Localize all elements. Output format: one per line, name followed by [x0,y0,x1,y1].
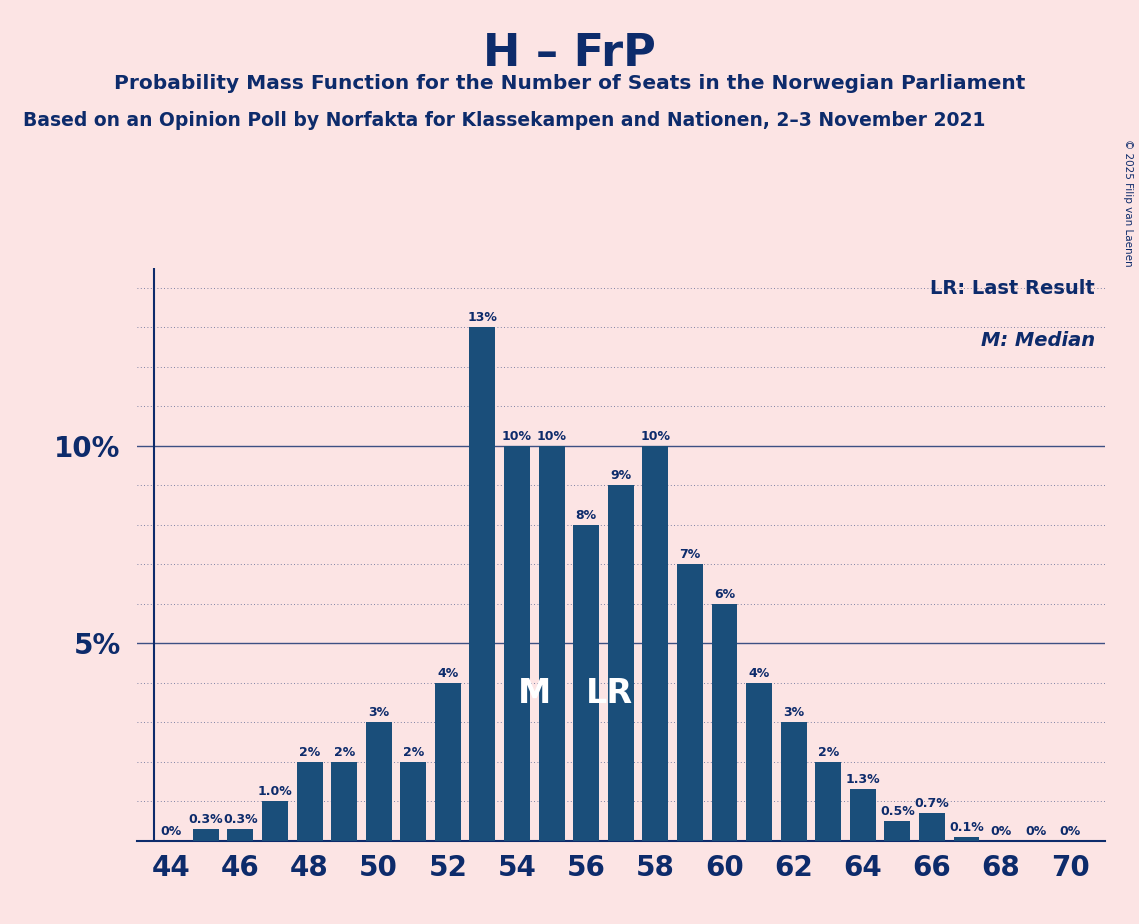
Text: 7%: 7% [679,548,700,561]
Text: 10%: 10% [640,430,671,443]
Text: © 2025 Filip van Laenen: © 2025 Filip van Laenen [1123,139,1133,266]
Bar [435,683,461,841]
Text: LR: Last Result: LR: Last Result [931,279,1095,298]
Text: 2%: 2% [334,746,354,759]
Text: Based on an Opinion Poll by Norfakta for Klassekampen and Nationen, 2–3 November: Based on an Opinion Poll by Norfakta for… [23,111,985,130]
Bar [780,723,806,841]
Text: 0%: 0% [991,825,1011,838]
Text: 0%: 0% [1025,825,1047,838]
Bar [366,723,392,841]
Text: 2%: 2% [298,746,320,759]
Bar [884,821,910,841]
Text: H – FrP: H – FrP [483,32,656,76]
Text: 2%: 2% [403,746,424,759]
Text: 4%: 4% [437,666,459,680]
Text: M: Median: M: Median [981,331,1095,350]
Bar [677,565,703,841]
Bar [296,761,322,841]
Text: 0.7%: 0.7% [915,797,949,810]
Text: Probability Mass Function for the Number of Seats in the Norwegian Parliament: Probability Mass Function for the Number… [114,74,1025,93]
Text: 0.3%: 0.3% [189,813,223,826]
Bar [642,445,669,841]
Bar [712,603,737,841]
Bar [573,525,599,841]
Text: 0%: 0% [161,825,182,838]
Text: 3%: 3% [368,706,390,719]
Text: 3%: 3% [784,706,804,719]
Bar [953,837,980,841]
Bar [608,485,633,841]
Text: 1.0%: 1.0% [257,785,293,798]
Text: 0.3%: 0.3% [223,813,257,826]
Bar [505,445,530,841]
Text: 10%: 10% [502,430,532,443]
Text: 4%: 4% [748,666,770,680]
Text: 0%: 0% [1059,825,1081,838]
Bar [331,761,358,841]
Bar [192,829,219,841]
Text: M: M [518,677,551,711]
Bar [919,813,945,841]
Bar [539,445,565,841]
Bar [228,829,253,841]
Bar [469,327,495,841]
Text: 1.3%: 1.3% [845,773,880,786]
Text: 8%: 8% [575,508,597,522]
Text: 6%: 6% [714,588,735,601]
Text: 13%: 13% [467,311,498,324]
Bar [746,683,772,841]
Text: 0.1%: 0.1% [949,821,984,833]
Text: LR: LR [587,677,633,711]
Text: 9%: 9% [611,469,631,482]
Bar [400,761,426,841]
Text: 10%: 10% [536,430,566,443]
Text: 2%: 2% [818,746,838,759]
Bar [816,761,842,841]
Bar [850,789,876,841]
Text: 0.5%: 0.5% [880,805,915,818]
Bar [262,801,288,841]
